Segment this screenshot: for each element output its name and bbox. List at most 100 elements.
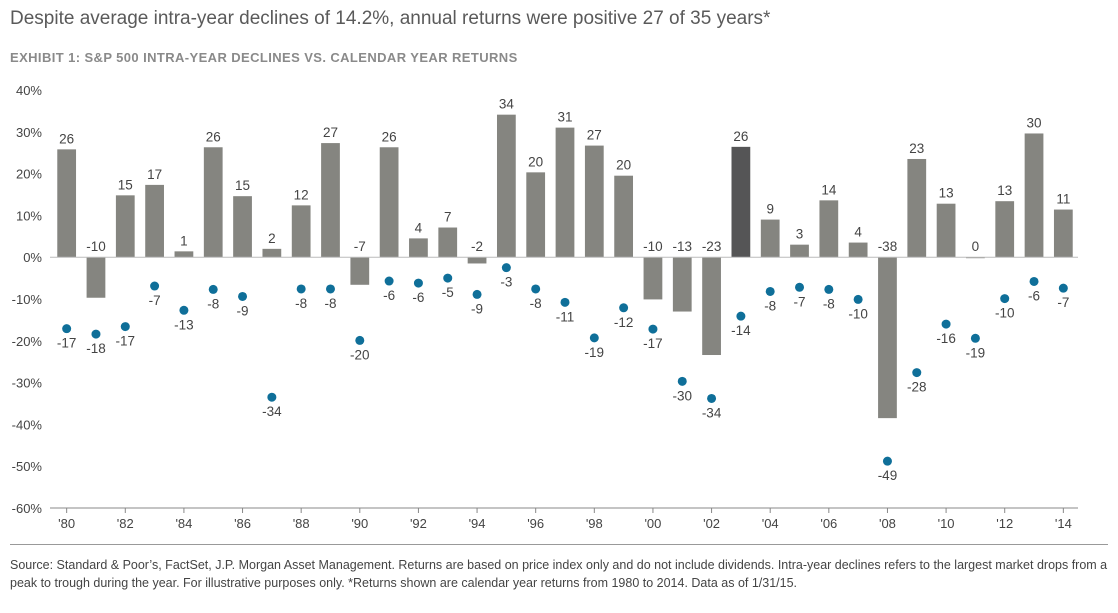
bar-value-label: 27	[587, 128, 602, 143]
decline-dot	[267, 392, 277, 402]
decline-dot	[384, 276, 394, 286]
decline-value-label: -9	[237, 303, 249, 318]
dot-series	[62, 263, 1068, 466]
decline-dot	[120, 322, 130, 332]
bar-value-label: 27	[323, 125, 338, 140]
x-tick-label: '94	[469, 516, 486, 531]
decline-value-label: -8	[764, 298, 776, 313]
chart-title: Despite average intra-year declines of 1…	[10, 8, 771, 29]
bar	[291, 205, 311, 258]
bar	[86, 257, 106, 298]
decline-dot	[296, 284, 306, 294]
footnote: Source: Standard & Poor’s, FactSet, J.P.…	[10, 558, 1108, 590]
decline-dot	[589, 333, 599, 343]
chart-area: 40% 30% 20% 10% 0% -10% -20% -30% -40% -50% -60% 2…	[12, 83, 1078, 531]
decline-dot	[472, 289, 482, 299]
bar	[321, 143, 340, 258]
decline-value-label: -16	[936, 331, 956, 346]
bar-value-label: 4	[415, 220, 423, 235]
bar-value-label: 14	[821, 182, 837, 197]
decline-dot	[501, 263, 511, 273]
bar	[995, 201, 1015, 258]
x-tick-label: '02	[703, 516, 720, 531]
bar-value-label: 9	[766, 202, 774, 217]
bar	[936, 203, 956, 258]
bar-value-label: 30	[1027, 115, 1042, 130]
x-tick-label: '88	[293, 516, 310, 531]
decline-dot	[91, 329, 101, 339]
bar-value-label: -10	[643, 239, 663, 254]
decline-dot	[882, 456, 892, 466]
decline-dot	[413, 278, 423, 288]
decline-value-label: -19	[966, 345, 986, 360]
decline-dot	[238, 291, 248, 301]
x-tick-label: '00	[644, 516, 661, 531]
decline-dot	[619, 303, 629, 313]
decline-value-label: -28	[907, 380, 927, 395]
bar	[262, 248, 282, 258]
decline-dot	[941, 319, 951, 329]
bar	[702, 257, 721, 356]
decline-value-label: -8	[295, 296, 307, 311]
y-tick-label: -10%	[12, 292, 43, 307]
decline-dot	[648, 324, 658, 334]
decline-value-label: -20	[350, 347, 370, 362]
bar-value-label: 2	[268, 231, 276, 246]
bar	[1024, 133, 1044, 258]
x-tick-label: '06	[820, 516, 837, 531]
decline-value-label: -17	[643, 336, 663, 351]
bar-value-label: 23	[909, 141, 924, 156]
bar	[584, 145, 604, 258]
bar	[526, 172, 546, 258]
y-tick-label: -60%	[12, 501, 43, 516]
y-tick-label: -40%	[12, 417, 43, 432]
decline-dot	[736, 311, 746, 321]
bar-value-label: 11	[1056, 192, 1070, 207]
decline-dot	[443, 273, 453, 283]
bar	[760, 219, 780, 258]
decline-value-label: -30	[672, 388, 692, 403]
bar-value-label: 20	[528, 154, 543, 169]
decline-value-label: -17	[57, 336, 77, 351]
x-tick-label: '08	[879, 516, 896, 531]
bar-value-label: -2	[471, 239, 483, 254]
bar-value-label: 26	[206, 129, 221, 144]
decline-value-label: -8	[207, 296, 219, 311]
decline-value-label: -10	[995, 306, 1015, 321]
bar-value-label: 13	[939, 186, 954, 201]
y-axis: 40% 30% 20% 10% 0% -10% -20% -30% -40% -50% -60%	[12, 83, 43, 516]
bar	[555, 127, 575, 258]
bar-value-label: -38	[878, 239, 898, 254]
decline-dot	[707, 393, 717, 403]
decline-value-label: -7	[1057, 295, 1069, 310]
dot-labels: -17 -18 -17 -7 -13 -8 -9 -34 -8 -8 -20 -6 -6 -5 -9 -3 -8…	[57, 275, 1069, 484]
decline-value-label: -6	[383, 288, 395, 303]
bar	[790, 244, 809, 258]
footer-divider	[10, 544, 1108, 545]
bar-value-label: 26	[733, 129, 748, 144]
x-tick-label: '80	[58, 516, 75, 531]
decline-value-label: -49	[878, 468, 898, 483]
decline-value-label: -3	[500, 275, 512, 290]
decline-dot	[325, 284, 335, 294]
bar-value-label: 7	[444, 210, 452, 225]
x-tick-label: '96	[527, 516, 544, 531]
decline-value-label: -6	[1028, 288, 1040, 303]
bar	[496, 114, 516, 258]
bar-value-label: 0	[972, 239, 980, 254]
x-tick-label: '98	[586, 516, 603, 531]
bar	[878, 257, 897, 419]
bar	[350, 257, 370, 285]
decline-value-label: -13	[174, 317, 194, 332]
decline-value-label: -7	[149, 293, 161, 308]
decline-dot	[824, 284, 834, 294]
bar	[907, 158, 927, 258]
decline-value-label: -17	[116, 334, 136, 349]
bar-value-label: -23	[702, 239, 722, 254]
decline-value-label: -5	[442, 285, 454, 300]
y-tick-label: 30%	[16, 125, 42, 140]
x-tick-label: '14	[1055, 516, 1072, 531]
bar	[819, 200, 839, 258]
x-tick-label: '92	[410, 516, 427, 531]
bar-value-label: 3	[796, 227, 804, 242]
